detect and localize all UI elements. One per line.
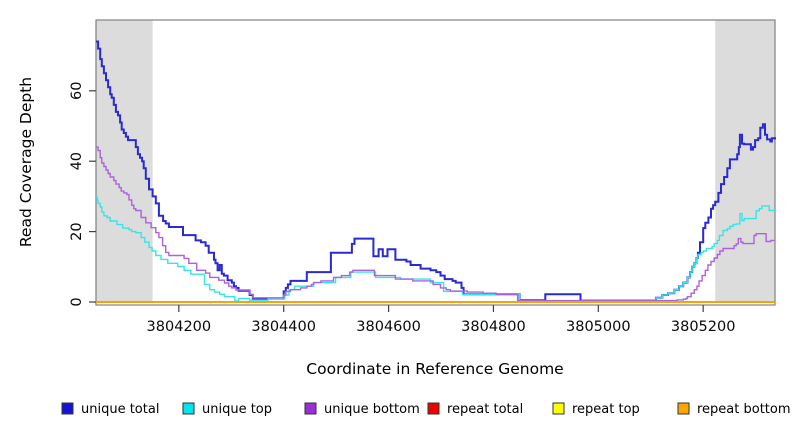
series-line-unique-bottom	[96, 146, 775, 302]
y-tick-label: 0	[69, 297, 85, 306]
plot-frame	[95, 19, 776, 306]
y-axis: 0 20 40 60	[69, 82, 96, 307]
series-line-unique-total	[96, 40, 776, 302]
series-line-unique-top	[96, 195, 775, 302]
legend-label-repeat-top: repeat top	[572, 402, 640, 417]
legend: unique total unique top unique bottom repea…	[61, 402, 791, 417]
y-tick-label: 20	[69, 222, 85, 240]
x-tick-label: 3804400	[251, 319, 316, 335]
x-tick-label: 3804800	[461, 319, 526, 335]
x-tick-label: 3804200	[147, 319, 212, 335]
x-tick-label: 3805000	[566, 319, 631, 335]
shaded-region	[715, 20, 775, 302]
y-tick-label: 40	[69, 152, 85, 170]
legend-swatch-unique-total	[61, 402, 74, 415]
legend-label-repeat-total: repeat total	[447, 402, 523, 417]
legend-label-unique-total: unique total	[81, 402, 159, 417]
repeat-shaded-regions	[96, 20, 775, 302]
y-tick-label: 60	[69, 82, 85, 100]
legend-swatch-repeat-total	[427, 402, 440, 415]
legend-swatch-unique-bottom	[304, 402, 317, 415]
x-tick-label: 3804600	[356, 319, 421, 335]
x-axis: 3804200 3804400 3804600 3804800 3805000 38052…	[147, 305, 736, 335]
legend-swatch-repeat-bottom	[677, 402, 690, 415]
legend-label-repeat-bottom: repeat bottom	[697, 402, 791, 417]
series-lines	[96, 40, 776, 303]
x-tick-label: 3805200	[671, 319, 736, 335]
legend-swatch-unique-top	[182, 402, 195, 415]
y-axis-title: Read Coverage Depth	[17, 77, 35, 247]
legend-swatch-repeat-top	[552, 402, 565, 415]
x-axis-title: Coordinate in Reference Genome	[306, 360, 563, 378]
legend-label-unique-top: unique top	[202, 402, 272, 417]
legend-label-unique-bottom: unique bottom	[324, 402, 420, 417]
